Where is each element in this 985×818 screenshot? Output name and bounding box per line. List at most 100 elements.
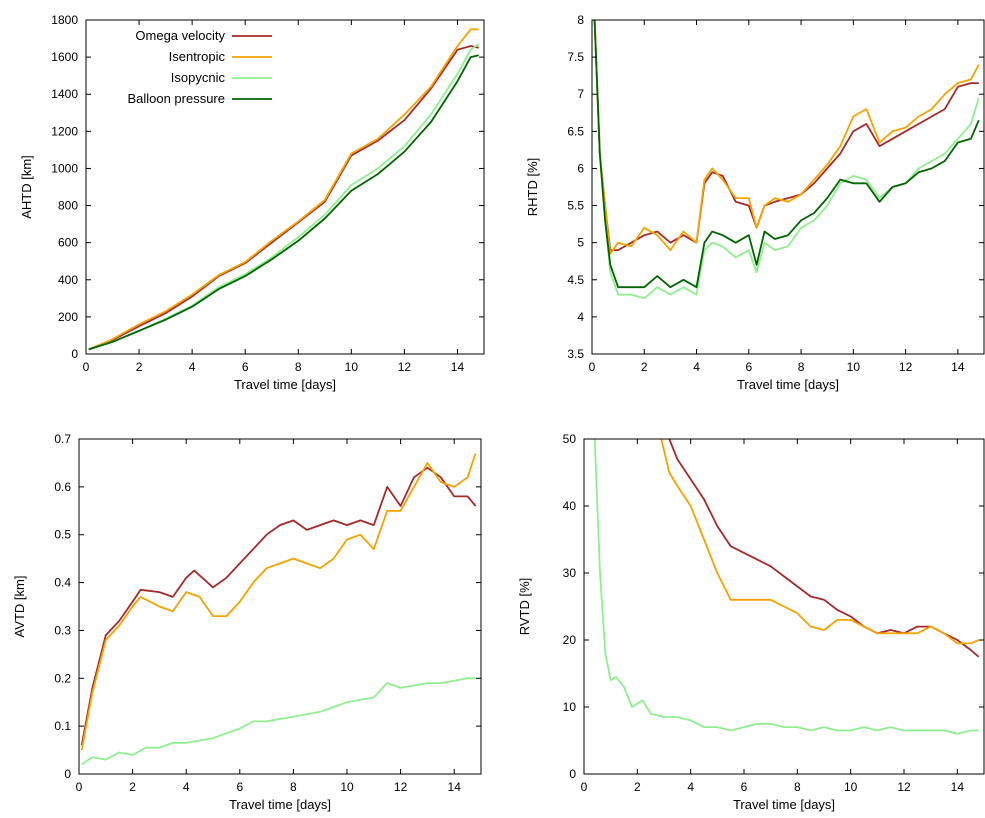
x-tick-label: 4 xyxy=(693,360,700,374)
series-group xyxy=(80,453,477,766)
y-tick-label: 0.2 xyxy=(54,671,71,685)
x-tick-label: 0 xyxy=(581,780,588,794)
x-tick-label: 14 xyxy=(951,780,965,794)
plot-frame xyxy=(591,19,985,355)
series-line-isentropic xyxy=(88,28,479,351)
x-axis-label: Travel time [days] xyxy=(737,377,839,392)
plot-frame xyxy=(85,19,485,355)
y-tick-label: 0 xyxy=(71,347,78,361)
y-tick-label: 3.5 xyxy=(567,347,584,361)
legend: Omega velocity Isentropic Isopycnic Balloon… xyxy=(127,28,272,106)
series-line-omega-velocity xyxy=(668,439,980,658)
y-tick-label: 8 xyxy=(577,13,584,27)
y-tick-label: 1000 xyxy=(51,161,78,175)
y-tick-label: 0.4 xyxy=(54,576,71,590)
x-tick-label: 14 xyxy=(448,780,462,794)
y-tick-label: 40 xyxy=(563,499,577,513)
x-tick-label: 8 xyxy=(794,780,801,794)
y-axis-label: AHTD [km] xyxy=(19,155,34,219)
series-line-isentropic xyxy=(593,20,980,255)
series-group xyxy=(88,28,480,351)
x-tick-label: 0 xyxy=(83,360,90,374)
x-tick-label: 6 xyxy=(236,780,243,794)
legend-label: Isopycnic xyxy=(171,70,226,85)
x-tick-label: 0 xyxy=(589,360,596,374)
y-tick-label: 1400 xyxy=(51,87,78,101)
x-tick-label: 6 xyxy=(242,360,249,374)
y-tick-label: 4.5 xyxy=(567,273,584,287)
y-tick-label: 1600 xyxy=(51,50,78,64)
x-tick-label: 4 xyxy=(183,780,190,794)
y-tick-label: 400 xyxy=(58,273,78,287)
y-tick-label: 5.5 xyxy=(567,199,584,213)
series-line-balloon-pressure xyxy=(88,54,479,351)
series-group xyxy=(593,20,980,300)
x-tick-label: 0 xyxy=(76,780,83,794)
x-tick-label: 10 xyxy=(844,780,858,794)
y-axis-label: RVTD [%] xyxy=(517,578,532,636)
x-tick-label: 2 xyxy=(129,780,136,794)
x-tick-label: 2 xyxy=(634,780,641,794)
chart-panel-1: 0 2 4 6 8 10 12 14 0 200 400 600 800 1000 1200 1400 1600… xyxy=(19,13,485,392)
y-tick-label: 10 xyxy=(563,700,577,714)
series-line-isentropic xyxy=(80,453,477,751)
y-tick-label: 50 xyxy=(563,432,577,446)
x-tick-label: 6 xyxy=(745,360,752,374)
series-line-isentropic xyxy=(660,439,980,645)
chart-panel-3: 0 2 4 6 8 10 12 14 0 0.1 0.2 0.3 0.4 0.5 0.6 0.7 Travel … xyxy=(12,432,482,812)
y-tick-label: 6.5 xyxy=(567,124,584,138)
y-tick-label: 5 xyxy=(577,236,584,250)
x-tick-label: 4 xyxy=(189,360,196,374)
x-tick-label: 2 xyxy=(136,360,143,374)
y-tick-label: 4 xyxy=(577,310,584,324)
series-line-balloon-pressure xyxy=(593,20,980,289)
y-tick-label: 0.3 xyxy=(54,623,71,637)
y-tick-label: 600 xyxy=(58,236,78,250)
x-tick-label: 14 xyxy=(951,360,965,374)
y-tick-label: 0.5 xyxy=(54,528,71,542)
y-tick-label: 7 xyxy=(577,87,584,101)
series-line-isopycnic xyxy=(81,677,476,766)
y-tick-label: 7.5 xyxy=(567,50,584,64)
x-tick-label: 8 xyxy=(798,360,805,374)
y-tick-label: 6 xyxy=(577,161,584,175)
chart-panel-4: 0 2 4 6 8 10 12 14 0 10 20 30 40 50 Travel time [days]… xyxy=(517,432,985,812)
x-tick-label: 8 xyxy=(295,360,302,374)
series-line-omega-velocity xyxy=(80,466,477,746)
series-line-omega-velocity xyxy=(593,20,979,252)
x-tick-label: 10 xyxy=(847,360,861,374)
chart-panel-2: 0 2 4 6 8 10 12 14 3.5 4 4.5 5 5.5 6 6.5 7 7.5 8 Travel ti… xyxy=(525,13,985,392)
x-tick-label: 10 xyxy=(340,780,354,794)
series-group xyxy=(593,439,980,735)
y-tick-label: 0.6 xyxy=(54,480,71,494)
x-tick-label: 12 xyxy=(897,780,911,794)
x-tick-label: 14 xyxy=(451,360,465,374)
x-tick-label: 2 xyxy=(641,360,648,374)
x-tick-label: 10 xyxy=(345,360,359,374)
x-axis-label: Travel time [days] xyxy=(229,797,331,812)
y-tick-label: 0.7 xyxy=(54,432,71,446)
x-axis-label: Travel time [days] xyxy=(733,797,835,812)
series-line-isopycnic xyxy=(88,43,480,351)
x-tick-label: 8 xyxy=(290,780,297,794)
legend-label: Isentropic xyxy=(169,49,226,64)
plot-frame xyxy=(583,438,985,775)
legend-label: Balloon pressure xyxy=(127,91,225,106)
x-tick-label: 12 xyxy=(398,360,412,374)
y-tick-label: 0 xyxy=(569,767,576,781)
y-tick-label: 1800 xyxy=(51,13,78,27)
x-axis-label: Travel time [days] xyxy=(234,377,336,392)
y-tick-label: 20 xyxy=(563,633,577,647)
legend-label: Omega velocity xyxy=(135,28,225,43)
y-axis-label: RHTD [%] xyxy=(525,158,540,217)
x-tick-label: 4 xyxy=(687,780,694,794)
y-tick-label: 0.1 xyxy=(54,719,71,733)
x-tick-label: 12 xyxy=(899,360,913,374)
y-tick-label: 200 xyxy=(58,310,78,324)
x-tick-label: 12 xyxy=(394,780,408,794)
series-line-isopycnic xyxy=(593,439,979,735)
y-tick-label: 800 xyxy=(58,199,78,213)
y-tick-label: 0 xyxy=(64,767,71,781)
plot-frame xyxy=(78,438,482,775)
